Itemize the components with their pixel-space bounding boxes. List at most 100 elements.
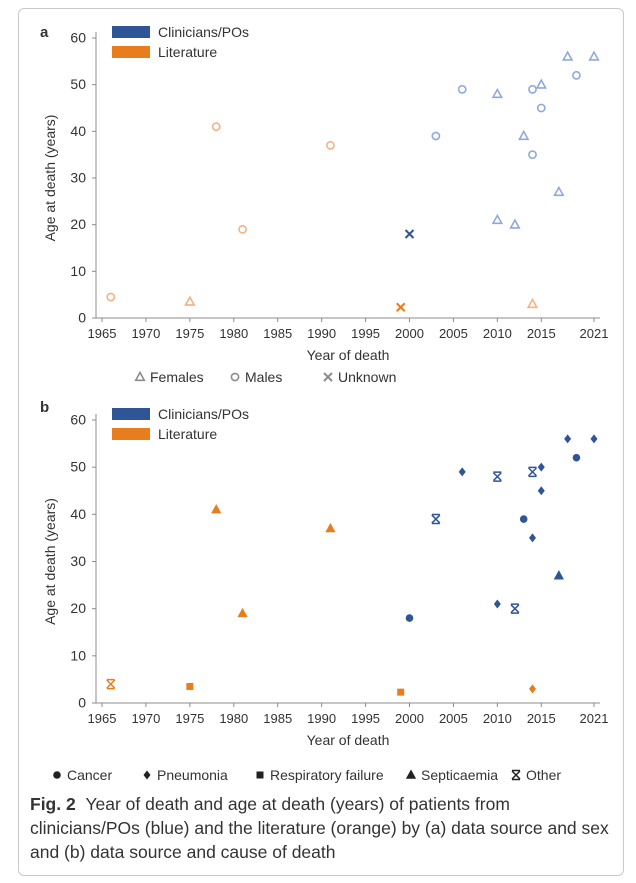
panel-b-x-tick-label: 1970 — [131, 711, 160, 726]
panel-b-x-tick-label: 2005 — [439, 711, 468, 726]
panel-a-legend-label-literature: Literature — [158, 44, 217, 60]
caption-label: Fig. 2 — [30, 794, 76, 814]
panel-b-legend-marker-septicaemia — [405, 769, 417, 779]
panel-a-data-point — [528, 84, 537, 94]
panel-b-legend-label-cancer: Cancer — [67, 767, 112, 783]
panel-b-x-tick-label: 1975 — [175, 711, 204, 726]
panel-a-data-point — [553, 185, 565, 197]
panel-b-y-tick-label: 40 — [70, 506, 86, 522]
panel-a-data-point — [518, 129, 530, 141]
panel-b-data-point — [537, 462, 545, 472]
panel-a-x-tick-label: 2015 — [527, 326, 556, 341]
panel-b-data-point — [529, 684, 536, 694]
panel-a-x-tick-label: 1985 — [263, 326, 292, 341]
panel-b-data-point — [590, 434, 598, 444]
panel-b-data-point — [572, 453, 581, 462]
panel-b-x-tick-label: 1990 — [307, 711, 336, 726]
panel-b-x-tick-label: 2015 — [527, 711, 556, 726]
panel-a-legend-marker-males — [230, 372, 240, 382]
panel-a-data-point — [326, 140, 335, 150]
panel-b-legend-marker-other — [511, 769, 521, 781]
panel-a-data-point — [528, 150, 537, 160]
caption-text: Year of death and age at death (years) o… — [30, 794, 609, 862]
panel-a-data-point — [526, 297, 539, 309]
panel-b-x-tick-label: 2021 — [580, 711, 609, 726]
panel-b-data-point — [106, 678, 116, 690]
panel-b-y-tick-label: 20 — [70, 600, 86, 616]
panel-a-data-point — [457, 84, 467, 94]
panel-b-legend-label-other: Other — [526, 767, 561, 783]
panel-a-x-tick-label: 1975 — [175, 326, 204, 341]
panel-b-x-tick-label: 2000 — [395, 711, 424, 726]
panel-a-data-point — [491, 213, 504, 225]
panel-a-x-tick-label: 2005 — [439, 326, 468, 341]
panel-b-data-point — [397, 688, 405, 696]
panel-b-legend-marker-pneumonia — [143, 770, 151, 780]
panel-b-data-point — [553, 570, 565, 580]
panel-b-data-point — [527, 466, 538, 478]
panel-b-data-point — [519, 515, 528, 523]
panel-b-data-point — [431, 513, 441, 525]
panel-b-data-point — [325, 522, 336, 533]
panel-a-data-point — [572, 70, 581, 80]
panel-a-legend-swatch-clinicians-pos — [112, 26, 150, 38]
panel-a-data-point — [588, 50, 600, 61]
panel-b-legend-label-pneumonia: Pneumonia — [157, 767, 228, 783]
panel-b-legend-swatch-clinicians-pos — [112, 408, 150, 420]
panel-b-data-point — [211, 504, 222, 514]
panel-a-data-point — [238, 224, 247, 234]
panel-b-data-point — [510, 603, 520, 614]
panel-b-data-point — [458, 467, 466, 477]
panel-a-data-point — [431, 131, 441, 141]
panel-a-x-tick-label: 1980 — [219, 326, 248, 341]
panel-a-y-tick-label: 10 — [70, 263, 86, 279]
panel-a-legend-label-unknown: Unknown — [338, 369, 396, 385]
panel-b-y-tick-label: 60 — [70, 412, 86, 428]
figure-caption: Fig. 2 Year of death and age at death (y… — [30, 792, 610, 864]
panel-a-legend-label-males: Males — [245, 369, 282, 385]
panel-b-data-point — [186, 682, 194, 690]
panel-a-x-tick-label: 1995 — [351, 326, 380, 341]
panel-a-data-point — [184, 295, 196, 306]
figure-plots: 0 10 20 30 40 50 60 1965 1970 1975 1980 1985 1990 199… — [40, 24, 609, 783]
panel-a-x-tick-label: 2021 — [580, 326, 609, 341]
panel-b-legend-label-septicaemia: Septicaemia — [421, 767, 498, 783]
panel-b-data-point — [493, 599, 501, 609]
panel-b-data-point — [237, 607, 248, 618]
panel-a-legend-swatch-literature — [112, 46, 150, 58]
panel-b-data-point — [537, 486, 545, 496]
panel-b-y-tick-label: 10 — [70, 647, 86, 663]
panel-a-data-point — [491, 87, 504, 99]
panel-a-x-tick-label: 1970 — [131, 326, 160, 341]
panel-b-legend-marker-cancer — [53, 771, 61, 779]
panel-b-data-point — [405, 614, 414, 622]
panel-a-x-tick-label: 1990 — [307, 326, 336, 341]
panel-a-y-tick-label: 20 — [70, 216, 86, 232]
panel-b-y-tick-label: 30 — [70, 553, 86, 569]
panel-b-y-axis-label: Age at death (years) — [42, 498, 58, 625]
panel-a-legend-marker-females — [134, 370, 146, 382]
panel-a-x-tick-label: 2000 — [395, 326, 424, 341]
panel-a-y-tick-label: 30 — [70, 170, 86, 186]
panel-a-y-tick-label: 40 — [70, 123, 86, 139]
panel-b-x-tick-label: 1995 — [351, 711, 380, 726]
panel-a-x-tick-label: 2010 — [483, 326, 512, 341]
panel-a-x-axis-label: Year of death — [307, 347, 390, 363]
panel-b-x-axis-label: Year of death — [307, 732, 390, 748]
panel-b-legend-label-respiratory-failure: Respiratory failure — [270, 767, 384, 783]
panel-a-data-point — [211, 122, 221, 132]
panel-a-y-tick-label: 0 — [78, 310, 86, 326]
panel-b-x-tick-label: 1965 — [88, 711, 117, 726]
panel-a-legend-label-clinicians-pos: Clinicians/POs — [158, 24, 249, 40]
panel-a-data-point — [561, 50, 574, 61]
panel-b-y-tick-label: 0 — [78, 695, 86, 711]
panel-a-data-point — [535, 78, 547, 89]
panel-b-data-point — [529, 533, 536, 543]
panel-a-x-tick-label: 1965 — [88, 326, 117, 341]
panel-b-legend-label-clinicians-pos: Clinicians/POs — [158, 406, 249, 422]
panel-a-data-point — [536, 103, 546, 113]
panel-a-y-tick-label: 50 — [70, 76, 86, 92]
panel-a-data-point — [106, 292, 116, 302]
panel-b-data-point — [564, 434, 572, 444]
panel-b-data-point — [492, 471, 502, 482]
